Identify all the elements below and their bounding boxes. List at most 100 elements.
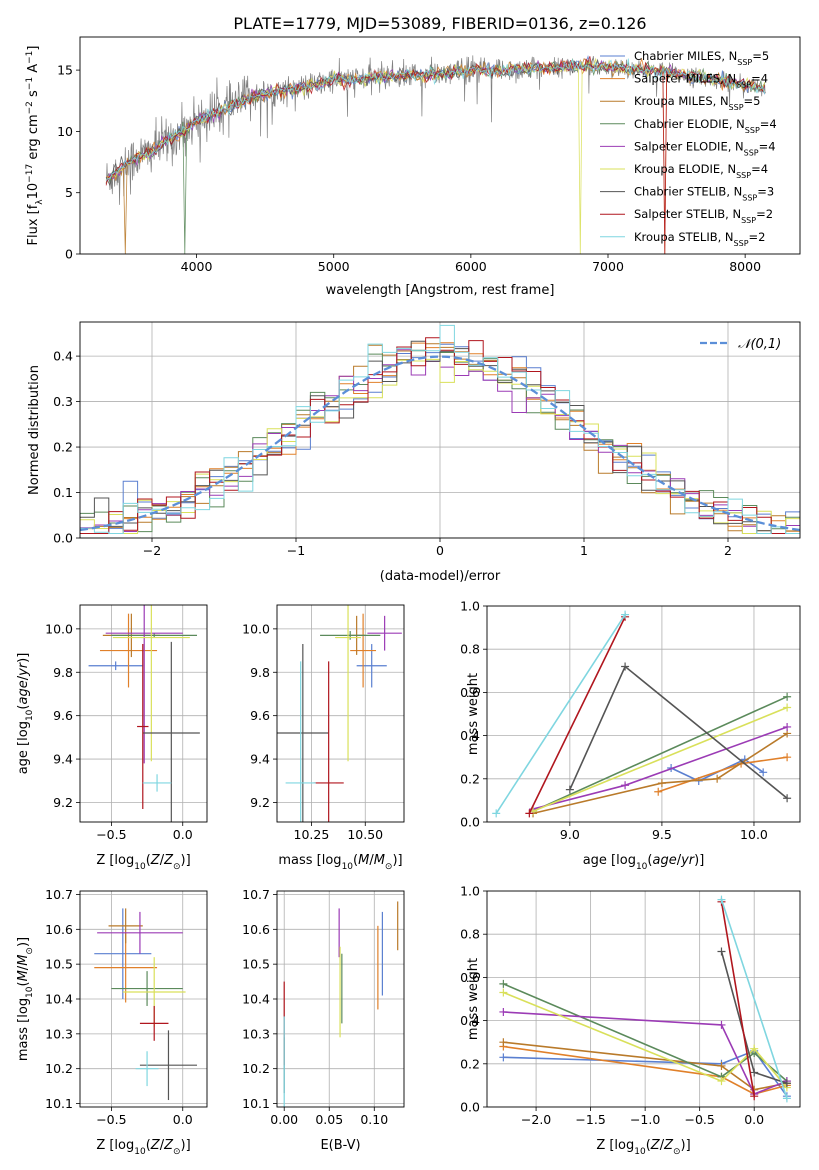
model-line-kroupa-stelib	[105, 58, 765, 181]
label-part: Flux [f	[26, 204, 41, 245]
label-part: yr	[680, 853, 696, 868]
label-part: Z [log	[96, 853, 134, 868]
y-tick-label: 10.6	[45, 922, 73, 937]
weight-marker	[759, 768, 768, 777]
weight-line	[495, 614, 626, 814]
x-tick-label: −2.0	[521, 1112, 551, 1127]
label-part: −2	[25, 101, 35, 114]
plot-area	[277, 891, 404, 1107]
weight-marker	[782, 1079, 791, 1088]
label-part: Normed distribution	[27, 365, 42, 495]
y-tick-label: 10.1	[45, 1096, 73, 1111]
legend-entry: Chabrier MILES, NSSP=5	[634, 49, 769, 67]
legend-text: Kroupa STELIB, N	[634, 230, 734, 244]
label-part: (	[146, 853, 151, 868]
y-tick-label: 9.8	[53, 665, 73, 680]
y-tick-label: 0.2	[460, 771, 480, 786]
label-part: 10	[634, 1147, 646, 1157]
legend-sub: SSP	[736, 80, 751, 89]
label-part: age [log	[16, 721, 31, 774]
label-part: )]	[694, 853, 704, 868]
axes-residuals: −2 −1 0 1 2 0.0 0.1 0.2 0.3 0.4 𝒩(0,1) (data-model)…	[27, 321, 801, 584]
x-tick-label: 0.00	[270, 1112, 298, 1127]
y-axis-label: mass weight	[466, 958, 481, 1040]
label-part: /	[160, 1138, 165, 1153]
axes-frame	[79, 604, 208, 823]
y-tick-label: 0.1	[53, 485, 73, 500]
y-tick-label: 10.5	[45, 957, 73, 972]
legend-tail: =4	[759, 139, 776, 153]
x-axis-label: E(B-V)	[320, 1138, 360, 1153]
label-part: 10	[25, 709, 35, 721]
y-tick-label: 0.2	[53, 440, 73, 455]
weight-marker	[717, 895, 726, 904]
y-tick-label: 9.4	[250, 752, 270, 767]
label-part: 10	[134, 1147, 146, 1157]
weight-marker	[750, 1044, 759, 1053]
label-part: mass [log	[16, 998, 31, 1061]
legend-tail: =5	[752, 49, 769, 63]
data-layer	[499, 895, 791, 1103]
label-part: (data-model)/error	[380, 569, 501, 584]
axes-spectrum: 4000 5000 6000 7000 8000 0 5 10 15 Chabrier MILES…	[25, 36, 801, 298]
label-part: Z	[163, 1138, 174, 1153]
label-part: wavelength [Angstrom, rest frame]	[326, 283, 555, 298]
label-part: M	[374, 853, 385, 868]
x-tick-label: 6000	[455, 259, 487, 274]
y-tick-label: 9.8	[250, 665, 270, 680]
x-axis-label: Z [log10(Z/Z⊙)]	[96, 853, 190, 872]
plot-area	[487, 606, 800, 822]
weight-marker	[499, 1007, 508, 1016]
legend-entry: Salpeter ELODIE, NSSP=4	[634, 139, 776, 157]
weight-line	[503, 1011, 788, 1096]
legend-entry: 𝒩(0,1)	[738, 337, 781, 352]
y-tick-label: 10.2	[242, 1061, 270, 1076]
weight-marker	[783, 794, 792, 803]
label-part: Z [log	[596, 1138, 634, 1153]
label-part: /	[160, 853, 165, 868]
label-part: /	[16, 965, 31, 970]
legend-tail: =4	[751, 72, 768, 86]
legend-sub: SSP	[741, 216, 756, 225]
legend-tail: =3	[757, 185, 774, 199]
hist-kroupa-stelib	[80, 324, 800, 534]
y-tick-label: 0.8	[460, 642, 480, 657]
axes-ebv-mass: 0.00 0.05 0.10 10.1 10.2 10.3 10.4 10.5 10.6 10.7…	[242, 887, 405, 1153]
weight-line	[503, 1041, 788, 1091]
weight-marker	[621, 610, 630, 619]
label-part: (	[353, 853, 358, 868]
label-part: M	[16, 955, 31, 966]
label-part: )]	[681, 1138, 691, 1153]
axes-frame	[486, 890, 801, 1108]
legend-text: Chabrier ELODIE, N	[634, 117, 745, 131]
x-axis-label: (data-model)/error	[380, 569, 501, 584]
axes-frame	[79, 36, 801, 255]
label-part: 10	[636, 862, 648, 872]
y-tick-label: 9.6	[53, 708, 73, 723]
weight-marker	[654, 787, 663, 796]
label-part: )]	[16, 937, 31, 947]
y-tick-label: 10.0	[242, 621, 270, 636]
weight-marker	[525, 809, 534, 818]
label-part: E(B-V)	[320, 1138, 360, 1153]
weight-marker	[783, 753, 792, 762]
legend-sub: SSP	[736, 171, 751, 180]
x-tick-label: 1	[580, 543, 588, 558]
x-tick-label: 9.0	[560, 827, 580, 842]
legend-entry: Kroupa MILES, NSSP=5	[634, 94, 760, 112]
x-tick-label: 5000	[318, 259, 350, 274]
weight-line	[503, 1045, 788, 1095]
y-tick-label: 0.4	[53, 349, 73, 364]
axes-frame	[276, 604, 405, 823]
label-part: )]	[16, 653, 31, 663]
legend-sub: SSP	[734, 238, 749, 247]
label-part: ⊙	[385, 862, 393, 872]
legend-text: Salpeter ELODIE, N	[634, 139, 744, 153]
y-tick-label: 0.0	[460, 815, 480, 830]
weight-marker	[783, 722, 792, 731]
legend-entry: Kroupa ELODIE, NSSP=4	[634, 162, 768, 180]
x-tick-label: 0.0	[173, 1112, 193, 1127]
label-part: age [log	[583, 853, 636, 868]
label-part: age	[652, 853, 676, 868]
